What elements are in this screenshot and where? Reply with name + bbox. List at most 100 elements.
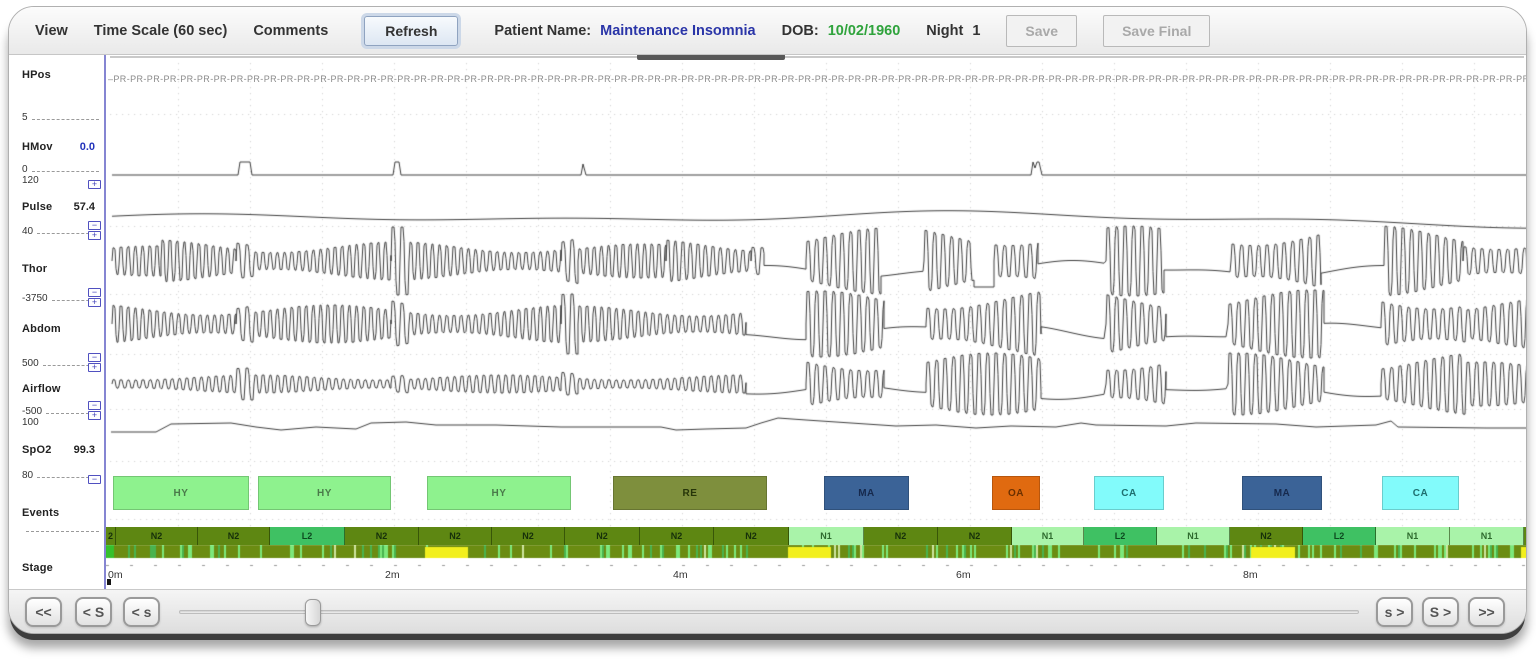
page-back-button[interactable]: << [25, 597, 62, 627]
stage-segment[interactable]: N2 [640, 527, 714, 545]
scale-buttons: − [88, 475, 101, 484]
scale-value: 500 [22, 358, 39, 369]
scale-minus-icon[interactable]: − [88, 353, 101, 362]
event-box-ca[interactable]: CA [1382, 476, 1459, 510]
scale-row-6: 40 − + [22, 221, 101, 240]
dashed-rule [37, 477, 99, 478]
scale-minus-icon[interactable]: − [88, 401, 101, 410]
stage-segment[interactable]: N2 [198, 527, 270, 545]
stage-segment[interactable]: N2 [565, 527, 640, 545]
scale-value: -3750 [22, 293, 48, 304]
dashed-rule [31, 119, 99, 120]
menu-view[interactable]: View [35, 22, 68, 39]
save-button[interactable]: Save [1006, 14, 1078, 47]
channel-name: Airflow [22, 383, 61, 395]
scale-row-4: 120 + [22, 172, 101, 189]
scale-plus-icon[interactable]: + [88, 411, 101, 420]
top-scrollbar-track[interactable] [110, 55, 1524, 60]
scale-minus-icon[interactable]: − [88, 288, 101, 297]
event-box-ca[interactable]: CA [1094, 476, 1164, 510]
menu-time-scale[interactable]: Time Scale (60 sec) [93, 22, 228, 39]
event-box-hy[interactable]: HY [113, 476, 249, 510]
scale-minus-icon[interactable]: − [88, 475, 101, 484]
scale-row-10: 500 − + [22, 353, 101, 372]
event-box-ma[interactable]: MA [1242, 476, 1322, 510]
dashed-rule [37, 233, 99, 234]
night-label: Night [926, 22, 964, 39]
step-forward-small-button[interactable]: s > [1376, 597, 1413, 627]
channel-panel: HPos 5 HMov 0.0 0 120 + Pulse 57.4 40− + Thor -3750−… [9, 55, 104, 589]
time-tick: 2m [385, 569, 400, 581]
scale-row-1: 5 [22, 109, 101, 123]
scale-plus-icon[interactable]: + [88, 363, 101, 372]
scale-plus-icon[interactable]: + [88, 180, 101, 189]
scale-row-12: -500 − + [22, 401, 101, 420]
step-back-small-button[interactable]: < s [123, 597, 160, 627]
save-final-button[interactable]: Save Final [1103, 14, 1211, 47]
stage-segment[interactable]: N2 [714, 527, 789, 545]
stage-segment[interactable]: N2 [492, 527, 565, 545]
time-tick: 4m [673, 569, 688, 581]
timeline-scrollbar-track[interactable] [179, 599, 1359, 626]
channel-row-hmov: HMov 0.0 [22, 139, 101, 153]
dashed-rule [26, 531, 99, 532]
chart-area: –PR-PR-PR-PR-PR-PR-PR-PR-PR-PR-PR-PR-PR-… [104, 55, 1526, 589]
head-position-track: –PR-PR-PR-PR-PR-PR-PR-PR-PR-PR-PR-PR-PR-… [108, 74, 1526, 84]
channel-value: 57.4 [73, 201, 95, 213]
event-box-re[interactable]: RE [613, 476, 767, 510]
timeline-scrollbar-thumb[interactable] [305, 599, 321, 626]
stage-segment[interactable]: N2 [864, 527, 938, 545]
channel-value: 99.3 [73, 444, 95, 456]
application-window: View Time Scale (60 sec) Comments Refres… [8, 6, 1527, 634]
page-forward-button[interactable]: >> [1468, 597, 1505, 627]
stage-segment[interactable]: N1 [1157, 527, 1230, 545]
step-back-large-button[interactable]: < S [75, 597, 112, 627]
scale-plus-icon[interactable]: + [88, 231, 101, 240]
top-scrollbar-thumb[interactable] [637, 55, 785, 60]
scale-plus-icon[interactable]: + [88, 298, 101, 307]
menu-comments[interactable]: Comments [253, 22, 329, 39]
time-tick: 8m [1243, 569, 1258, 581]
scale-value: 80 [22, 470, 34, 481]
scale-value: 100 [22, 417, 39, 428]
step-forward-large-button[interactable]: S > [1422, 597, 1459, 627]
dashed-rule [46, 413, 99, 414]
scale-buttons: + [88, 180, 101, 189]
epoch-marker [107, 579, 111, 585]
stage-segment[interactable]: L2 [1084, 527, 1157, 545]
channel-name: HMov [22, 141, 53, 153]
scale-minus-icon[interactable]: − [88, 221, 101, 230]
stage-segment[interactable]: L2 [270, 527, 345, 545]
dob-label: DOB: [781, 22, 819, 39]
channel-row-airflow: Airflow [22, 381, 101, 395]
stage-segment[interactable]: N2 [116, 527, 198, 545]
time-tick: 0m [108, 569, 123, 581]
event-box-ma[interactable]: MA [824, 476, 909, 510]
channel-name: Abdom [22, 323, 61, 335]
stage-segment[interactable]: L2 [1303, 527, 1376, 545]
patient-name-value: Maintenance Insomnia [600, 22, 756, 39]
stage-segment[interactable]: N1 [1450, 527, 1524, 545]
stage-segment[interactable]: N1 [789, 527, 864, 545]
stage-segment[interactable]: N1 [1012, 527, 1084, 545]
stage-segment[interactable]: N2 [1230, 527, 1303, 545]
refresh-button[interactable]: Refresh [364, 15, 459, 46]
stage-segment[interactable]: N1 [1376, 527, 1450, 545]
event-box-oa[interactable]: OA [992, 476, 1040, 510]
event-box-hy[interactable]: HY [258, 476, 391, 510]
stage-segment[interactable]: 2 [106, 527, 116, 545]
stage-segment[interactable] [1524, 527, 1526, 545]
scale-row-17 [22, 521, 101, 535]
scale-buttons: − + [88, 353, 101, 372]
channel-name: Pulse [22, 201, 53, 213]
events-layer: HY HY HY RE MA OA CA MA CA [106, 476, 1526, 511]
stage-segment[interactable]: N2 [419, 527, 492, 545]
stage-segment[interactable]: N2 [938, 527, 1012, 545]
event-box-hy[interactable]: HY [427, 476, 571, 510]
night-value: 1 [972, 22, 981, 39]
toolbar: View Time Scale (60 sec) Comments Refres… [9, 7, 1526, 55]
dashed-rule [51, 300, 99, 301]
scale-buttons: − + [88, 401, 101, 420]
stage-segment[interactable]: N2 [345, 527, 419, 545]
scale-row-3: 0 [22, 161, 101, 175]
